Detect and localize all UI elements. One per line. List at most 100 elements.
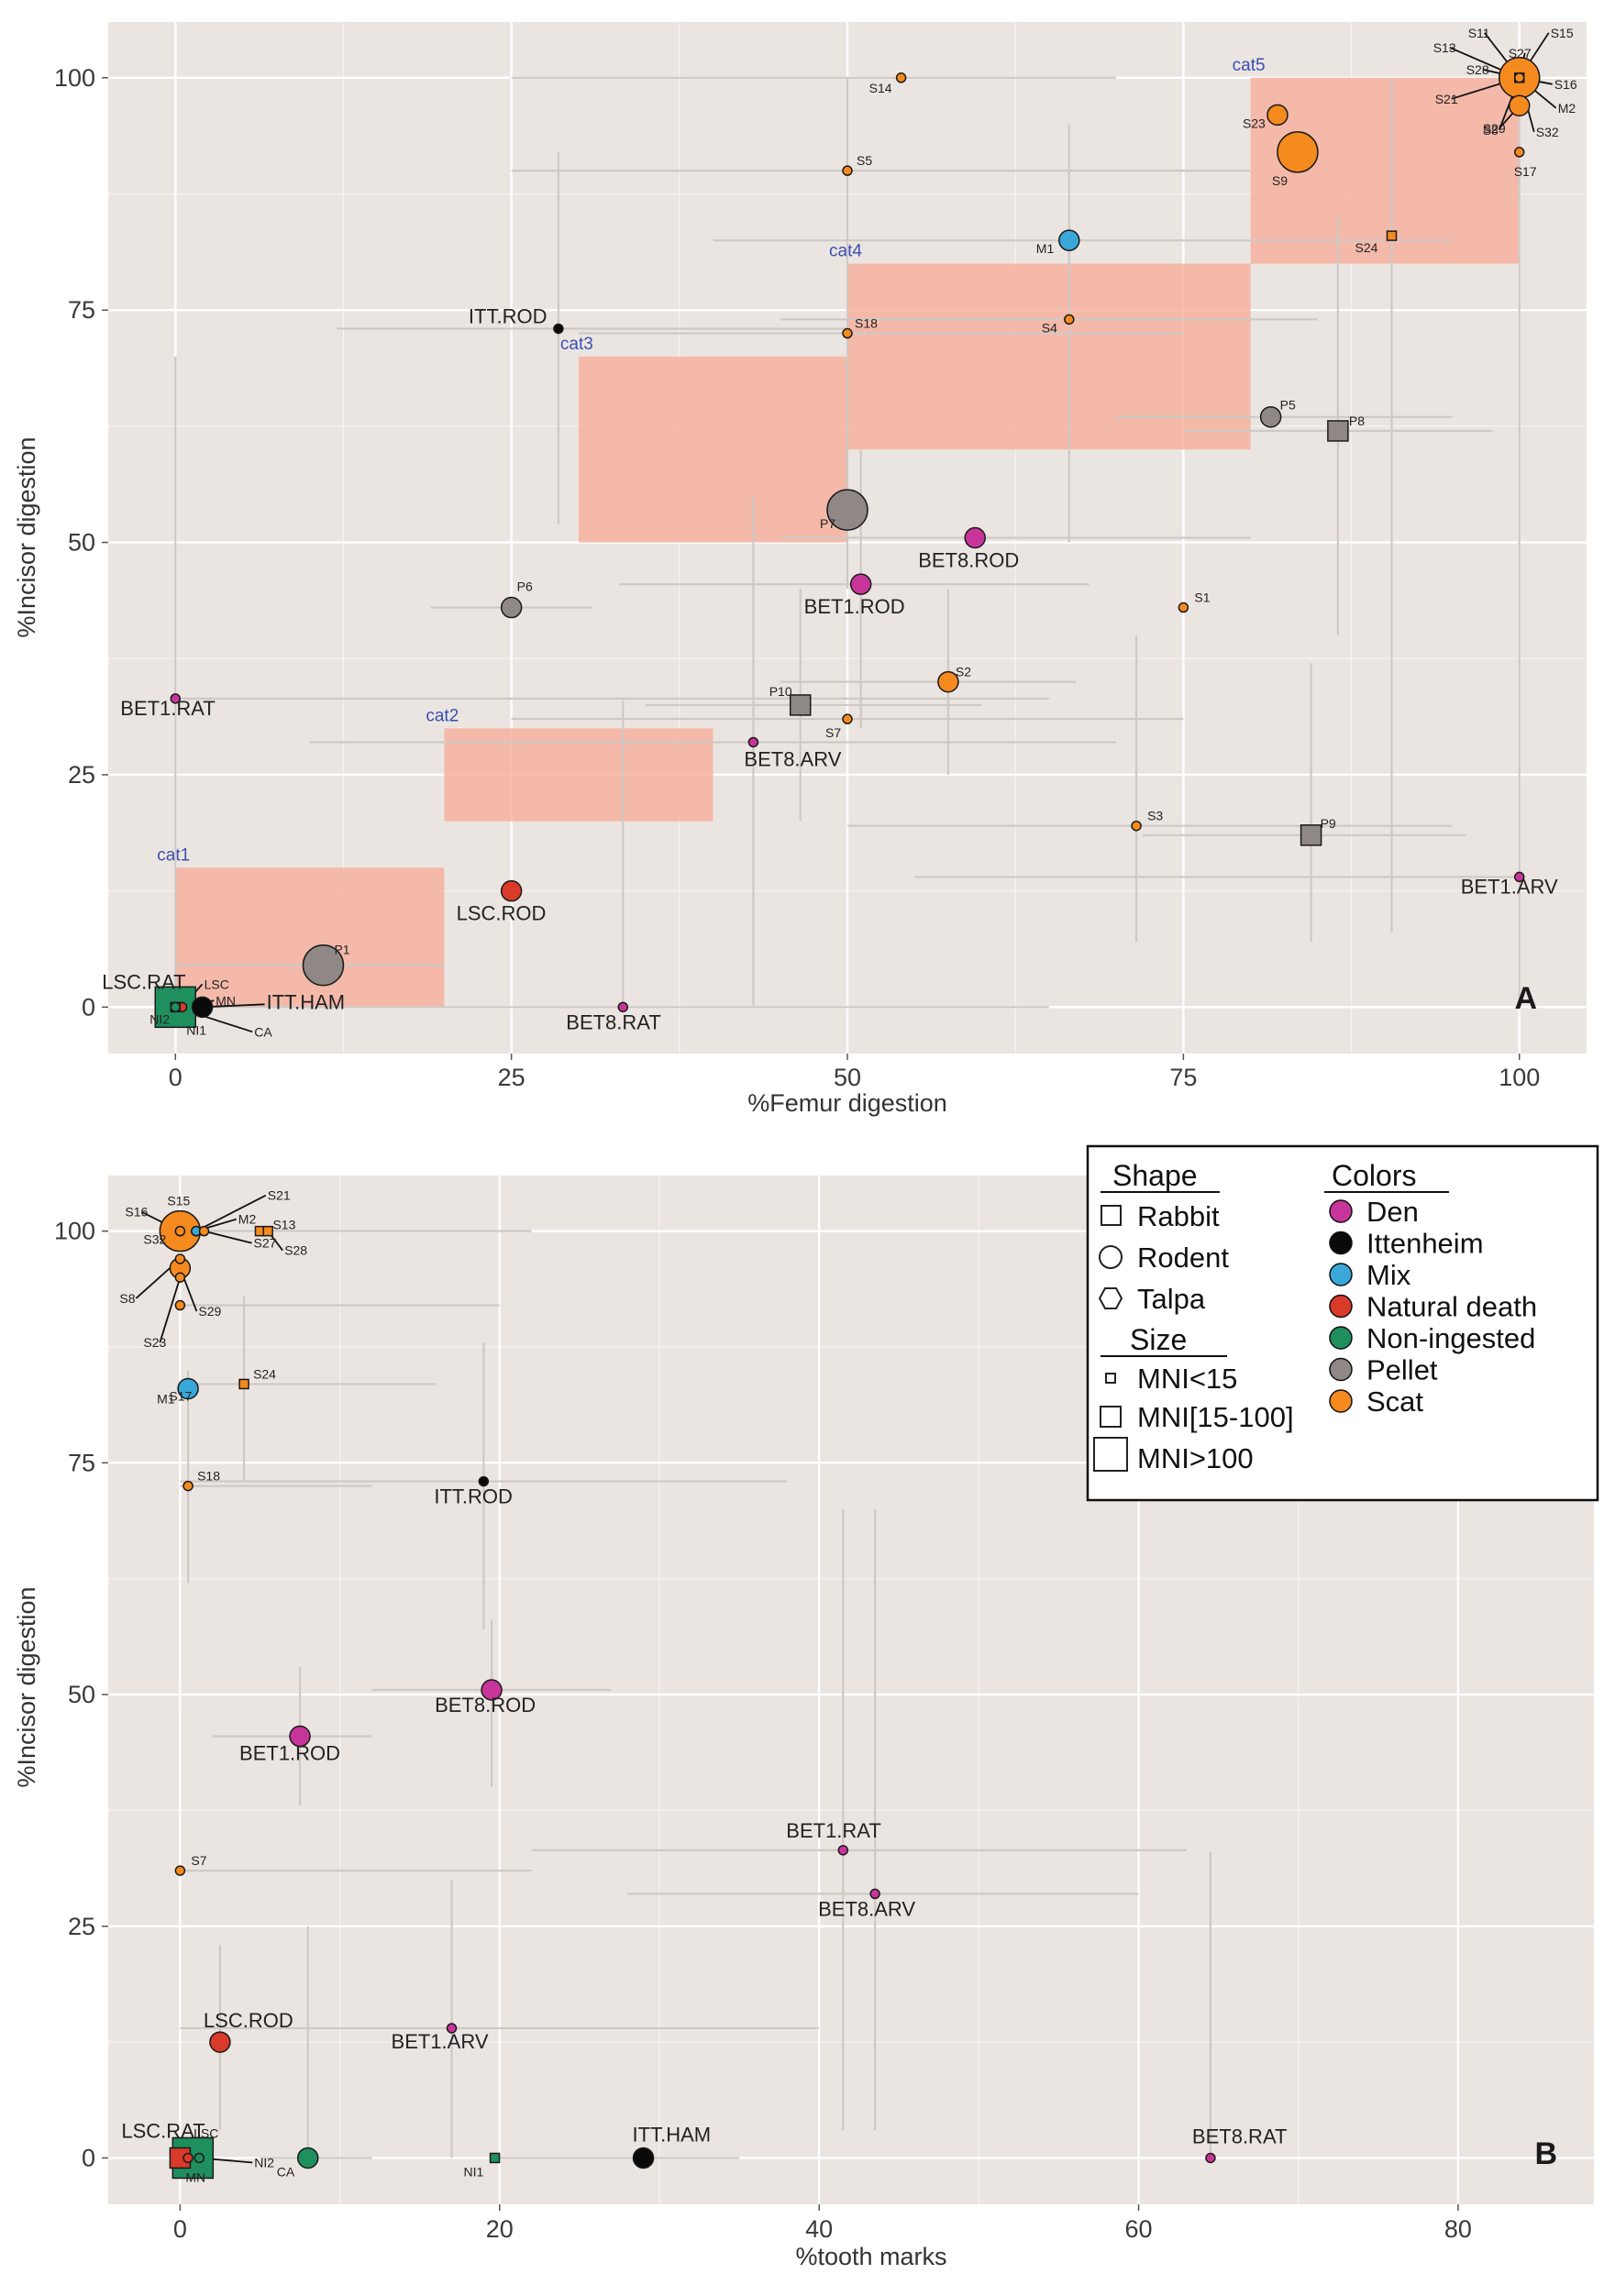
- point-label-m2: M2: [1558, 101, 1576, 116]
- point-label-s28: S28: [1466, 62, 1489, 77]
- point-label-p6: P6: [517, 580, 533, 594]
- point-s1: [1178, 602, 1189, 613]
- legend-color-label-ittenheim: Ittenheim: [1366, 1228, 1484, 1260]
- point-s3: [1131, 820, 1142, 832]
- point-label-p5: P5: [1280, 398, 1296, 413]
- point-label-s21: S21: [268, 1188, 291, 1203]
- point-s23: [174, 1272, 186, 1283]
- point-s24: [1386, 230, 1398, 241]
- point-label-s23: S23: [143, 1335, 166, 1350]
- panel-a-ticks: 0 25 50 75 100 0 25 50 75 100: [54, 64, 1540, 1091]
- legend-color-label-mix: Mix: [1366, 1259, 1411, 1291]
- point-s7: [174, 1865, 186, 1876]
- point-s24: [238, 1378, 249, 1390]
- point-label-s2: S2: [956, 665, 971, 679]
- legend-colors-title: Colors: [1332, 1159, 1416, 1192]
- point-label-s3: S3: [1147, 809, 1163, 823]
- point-label-bet1-rod: BET1.ROD: [239, 1742, 340, 1765]
- panel-b-x-tick-label: 80: [1444, 2215, 1472, 2243]
- legend-color-label-pellet: Pellet: [1366, 1354, 1438, 1386]
- point-lsc: [183, 2152, 194, 2164]
- point-label-ca: CA: [277, 2164, 295, 2179]
- legend-color-swatch-scat: [1329, 1389, 1353, 1413]
- point-label-s27: S27: [1509, 46, 1532, 61]
- point-ni1: [489, 2152, 501, 2164]
- point-label-s11: S11: [1468, 26, 1490, 40]
- point-s8: [174, 1253, 186, 1264]
- point-label-s28: S28: [284, 1243, 307, 1258]
- point-p5: [1259, 405, 1282, 428]
- point-label-s15: S15: [1551, 26, 1574, 40]
- panel-b-y-tick-label: 25: [68, 1913, 95, 1940]
- point-p10: [789, 694, 812, 716]
- point-label-ni1: NI1: [464, 2164, 484, 2179]
- point-ca: [296, 2147, 319, 2169]
- point-label-s8: S8: [1483, 123, 1499, 138]
- size-small-icon: [1105, 1373, 1116, 1384]
- point-label-lsc: LSC: [194, 2125, 218, 2140]
- panel-b-y-tick-label: 100: [54, 1218, 95, 1245]
- point-s7: [842, 713, 853, 724]
- point-label-p10: P10: [769, 684, 792, 699]
- panel-b-y-tick-label: 0: [82, 2144, 95, 2171]
- panel-a-point-labels: S14 S5 M1 S23 S9 S24 S17 ITT.ROD S18 S4 P5 P8 P7 BET8…: [102, 26, 1577, 1040]
- point-s17: [174, 1299, 186, 1311]
- point-label-s32: S32: [1536, 125, 1559, 139]
- point-bet1-rod: [849, 573, 872, 595]
- point-label-itt-rod: ITT.ROD: [469, 304, 548, 327]
- legend-color-swatch-ittenheim: [1329, 1231, 1353, 1255]
- point-label-s18: S18: [855, 316, 878, 331]
- point-label-bet1-rat: BET1.RAT: [786, 1819, 881, 1842]
- point-label-m1: M1: [157, 1391, 175, 1406]
- point-bet8-rod: [481, 1679, 503, 1701]
- category-box-cat4: [847, 263, 1251, 450]
- panel-b-points: [159, 1209, 1216, 2180]
- point-bet8-arv: [747, 736, 759, 748]
- point-label-s27: S27: [254, 1236, 277, 1251]
- legend-color-swatch-mix: [1329, 1263, 1353, 1286]
- panel-a-y-axis-label: %Incisor digestion: [13, 436, 40, 637]
- panel-a-y-tick-label: 25: [68, 761, 95, 789]
- point-label-s8: S8: [119, 1291, 135, 1306]
- legend-color-label-natural-death: Natural death: [1366, 1291, 1537, 1323]
- legend-shape-talpa: Talpa: [1137, 1283, 1206, 1315]
- panel-a-x-tick-label: 75: [1169, 1064, 1197, 1091]
- point-label-s17: S17: [169, 1389, 192, 1404]
- square-icon: [1101, 1205, 1122, 1226]
- point-s4: [1064, 314, 1075, 326]
- point-label-s24: S24: [1355, 240, 1378, 255]
- point-label-s24: S24: [253, 1366, 276, 1381]
- point-label-bet8-arv: BET8.ARV: [818, 1897, 915, 1920]
- point-lsc-rod: [209, 2031, 231, 2053]
- legend-size-large: MNI>100: [1137, 1442, 1254, 1474]
- point-lsc-rod: [500, 879, 523, 902]
- legend-color-label-non-ingested: Non-ingested: [1366, 1322, 1535, 1354]
- point-label-itt-rod: ITT.ROD: [434, 1485, 513, 1508]
- category-label-cat4: cat4: [829, 242, 862, 261]
- point-bet1-rod: [289, 1725, 311, 1748]
- point-s32: [1513, 72, 1525, 83]
- point-label-bet8-rod: BET8.ROD: [918, 549, 1019, 572]
- point-label-p9: P9: [1321, 816, 1336, 831]
- point-s14: [895, 72, 907, 83]
- point-label-s13: S13: [1433, 40, 1456, 55]
- point-bet8-rat: [617, 1001, 629, 1013]
- legend-shape-rodent: Rodent: [1137, 1242, 1229, 1274]
- point-label-s29: S29: [1483, 121, 1506, 136]
- panel-a-y-tick-label: 100: [54, 64, 95, 92]
- panel-a-x-tick-label: 50: [834, 1064, 861, 1091]
- panel-a-x-tick-label: 100: [1499, 1064, 1540, 1091]
- point-label-s7: S7: [825, 725, 841, 740]
- panel-a-category-boxes: cat1 cat2 cat3 cat4 cat5: [157, 56, 1520, 1008]
- legend-color-swatch-pellet: [1329, 1357, 1353, 1382]
- category-box-cat2: [444, 728, 713, 822]
- point-label-bet1-rat: BET1.RAT: [120, 697, 216, 720]
- legend-size-title: Size: [1130, 1323, 1187, 1356]
- point-label-ca: CA: [254, 1024, 272, 1039]
- point-label-itt-ham: ITT.HAM: [267, 990, 346, 1013]
- point-ni2: [194, 2152, 205, 2164]
- point-label-s32: S32: [143, 1232, 166, 1247]
- point-label-p7: P7: [820, 516, 835, 531]
- point-s27: [198, 1225, 210, 1237]
- panel-b-x-tick-label: 60: [1125, 2215, 1153, 2243]
